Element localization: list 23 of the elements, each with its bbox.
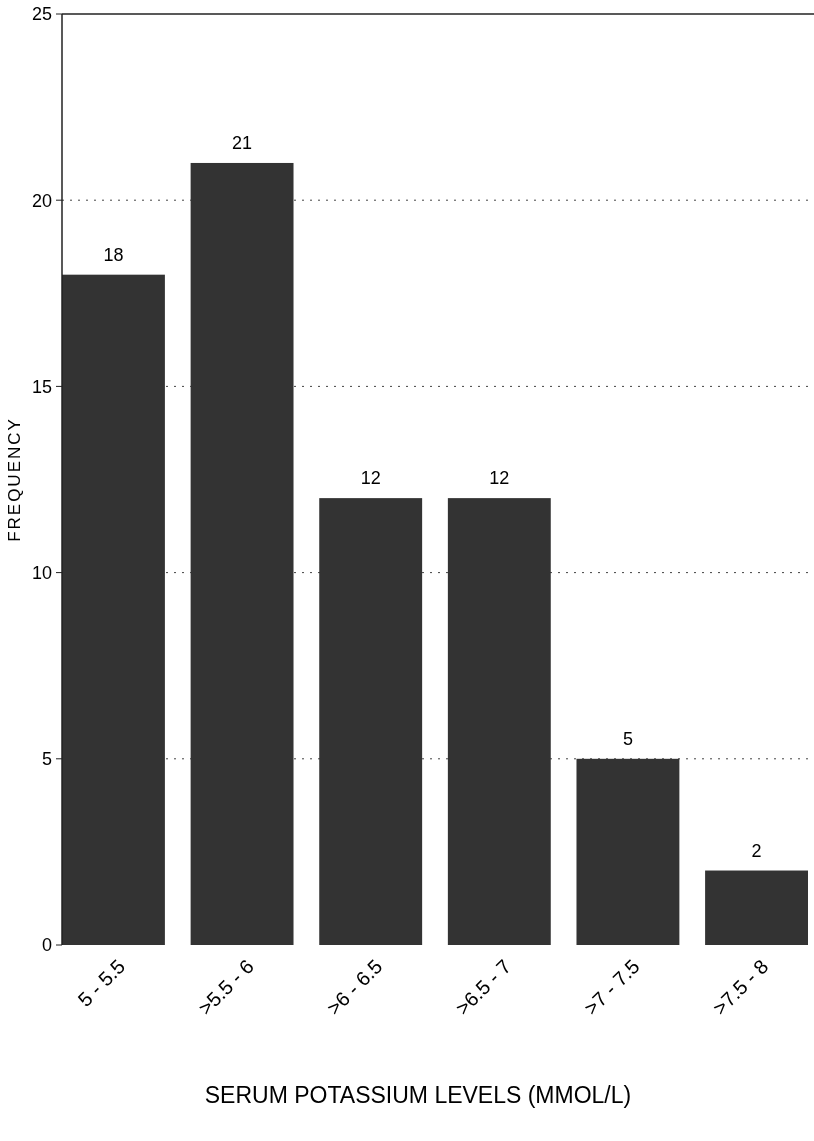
data-label: 21: [232, 132, 253, 153]
data-label: 12: [489, 468, 510, 489]
bar: [319, 498, 423, 945]
y-tick-label: 0: [41, 935, 52, 956]
bar: [62, 274, 165, 945]
bar: [190, 162, 294, 945]
x-tick-label: >6 - 6.5: [322, 955, 387, 1020]
y-tick-label: 5: [41, 749, 52, 770]
y-tick-label: 10: [31, 562, 52, 583]
x-tick-label: 5 - 5.5: [73, 955, 130, 1011]
x-axis-title: SERUM POTASSIUM LEVELS (MMOL/L): [204, 1082, 632, 1108]
data-label: 5: [622, 728, 633, 749]
data-label: 12: [360, 468, 381, 489]
y-tick-label: 25: [31, 4, 52, 25]
data-label: 2: [751, 840, 762, 861]
bar: [705, 870, 808, 945]
y-tick-label: 20: [31, 190, 52, 211]
bar: [576, 758, 680, 945]
data-label: 18: [103, 244, 124, 265]
y-tick-label: 15: [31, 376, 52, 397]
x-tick-label: >7 - 7.5: [579, 955, 644, 1020]
y-axis-title: FREQUENCY: [5, 417, 24, 542]
bar: [447, 498, 551, 945]
